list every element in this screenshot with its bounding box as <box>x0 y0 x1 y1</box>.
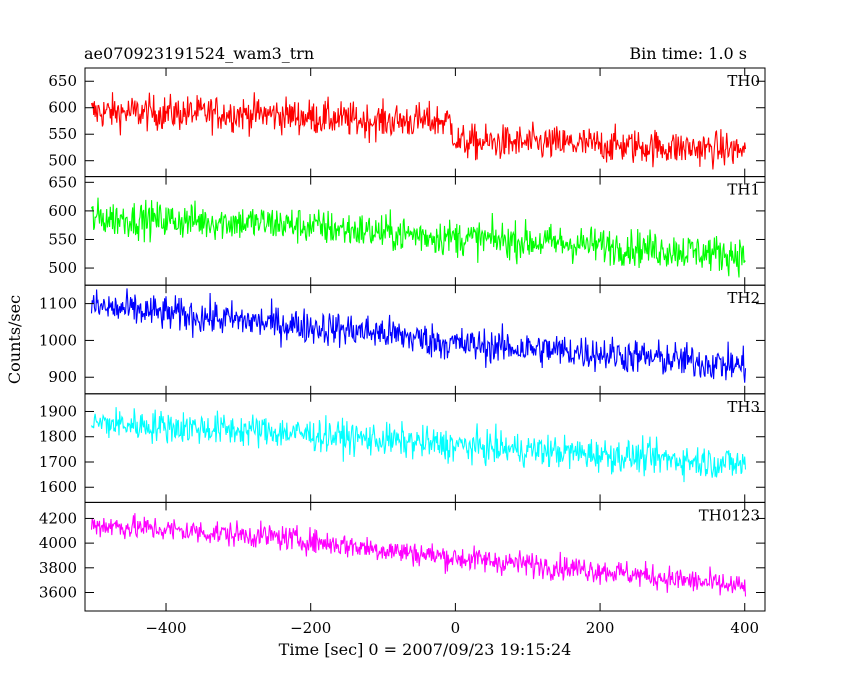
x-tick-label: 0 <box>451 619 461 637</box>
series-line-th0123 <box>90 513 747 597</box>
y-axis-label: Counts/sec <box>5 295 24 384</box>
bin-time-label: Bin time: 1.0 s <box>629 44 747 63</box>
y-tick-label-th2: 1100 <box>39 295 77 313</box>
y-tick-label-th0123: 4200 <box>39 509 77 527</box>
y-tick-label-th2: 900 <box>48 368 77 386</box>
panel-label-th0123: TH0123 <box>699 506 760 524</box>
panel-label-th1: TH1 <box>727 181 760 199</box>
y-tick-label-th3: 1800 <box>39 428 77 446</box>
y-tick-label-th0123: 3600 <box>39 583 77 601</box>
y-tick-label-th2: 1000 <box>39 331 77 349</box>
x-axis-label: Time [sec] 0 = 2007/09/23 19:15:24 <box>279 640 572 659</box>
panel-label-th3: TH3 <box>727 398 760 416</box>
x-tick-label: 200 <box>586 619 615 637</box>
x-tick-label: −400 <box>145 619 186 637</box>
series-line-th1 <box>90 197 746 278</box>
y-tick-label-th0: 600 <box>48 99 77 117</box>
series-line-th2 <box>90 288 747 383</box>
y-tick-label-th3: 1700 <box>39 453 77 471</box>
panel-label-th2: TH2 <box>727 289 760 307</box>
y-tick-label-th3: 1900 <box>39 402 77 420</box>
y-tick-label-th1: 600 <box>48 202 77 220</box>
y-tick-label-th0123: 3800 <box>39 559 77 577</box>
y-tick-label-th0: 500 <box>48 152 77 170</box>
panel-label-th0: TH0 <box>727 72 760 90</box>
y-tick-label-th1: 550 <box>48 230 77 248</box>
y-tick-label-th3: 1600 <box>39 478 77 496</box>
y-tick-label-th0123: 4000 <box>39 534 77 552</box>
panel-frame-th0123 <box>84 501 766 612</box>
y-tick-label-th0: 550 <box>48 125 77 143</box>
chart-title: ae070923191524_wam3_trn <box>84 44 315 63</box>
y-tick-label-th1: 650 <box>48 173 77 191</box>
x-tick-label: 400 <box>730 619 759 637</box>
y-tick-label-th0: 650 <box>48 72 77 90</box>
x-tick-label: −200 <box>290 619 331 637</box>
panel-frame-th1 <box>84 176 766 286</box>
series-line-th0 <box>90 92 747 170</box>
y-tick-label-th1: 500 <box>48 259 77 277</box>
series-line-th3 <box>90 407 747 483</box>
